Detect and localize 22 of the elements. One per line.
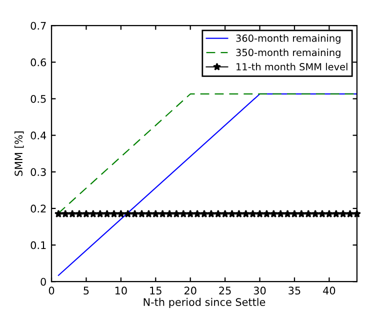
- x-tick-label: 15: [150, 286, 162, 295]
- y-tick-label: 0.6: [30, 58, 46, 66]
- y-tick-label: 0.3: [30, 168, 46, 176]
- x-axis-title: N-th period since Settle: [144, 298, 266, 308]
- y-tick-label: 0: [40, 278, 46, 286]
- y-axis-title: SMM [%]: [14, 132, 24, 176]
- legend-label: 11-th month SMM level: [236, 62, 348, 70]
- x-tick-label: 5: [84, 286, 89, 295]
- y-tick-label: 0.2: [30, 204, 46, 213]
- x-tick-label: 10: [115, 286, 127, 295]
- x-tick-label: 0: [48, 286, 54, 295]
- x-tick-label: 35: [288, 286, 300, 295]
- x-tick-label: 30: [254, 286, 266, 295]
- y-tick-label: 0.1: [30, 241, 46, 250]
- x-tick-label: 25: [219, 286, 231, 295]
- x-tick-label: 20: [184, 286, 196, 295]
- y-tick-label: 0.7: [30, 22, 46, 30]
- x-tick-label: 40: [323, 286, 336, 295]
- y-tick-label: 0.4: [30, 132, 46, 140]
- legend-label: 350-month remaining: [236, 48, 340, 58]
- legend-label: 360-month remaining: [236, 34, 340, 44]
- y-tick-label: 0.5: [30, 94, 46, 103]
